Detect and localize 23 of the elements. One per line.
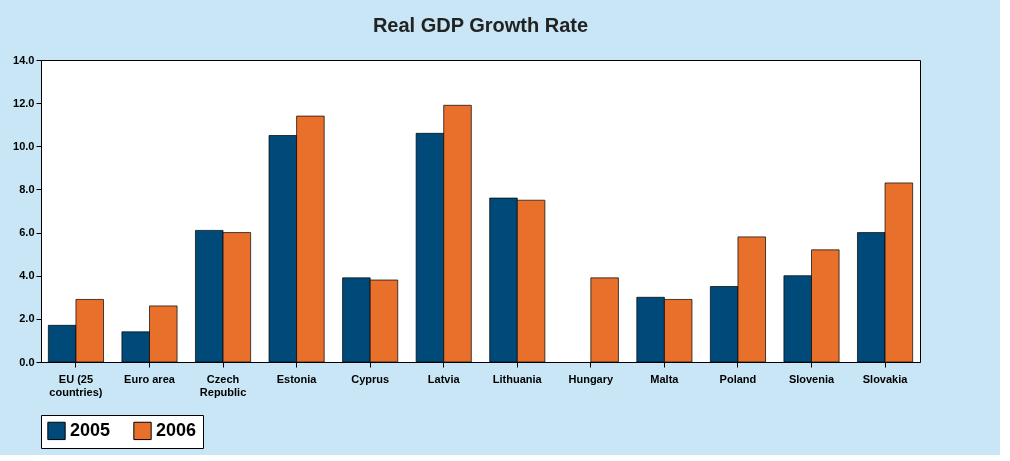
- x-tick-label: Euro area: [124, 372, 176, 385]
- x-tick-label: Slovakia: [862, 372, 909, 385]
- x-tick-label: Latvia: [427, 372, 461, 385]
- x-tick-label: EU (25 countries): [49, 372, 103, 398]
- x-tick-label: Malta: [650, 372, 680, 385]
- x-tick-label: Czech Republic: [199, 372, 247, 398]
- y-tick-label: 12.0: [13, 96, 35, 109]
- y-tick-label: 8.0: [19, 182, 35, 195]
- x-tick-label: Lithuania: [492, 372, 543, 385]
- legend-label: 2005: [70, 419, 111, 440]
- y-tick-label: 6.0: [19, 226, 35, 239]
- y-tick-label: 2.0: [19, 312, 35, 325]
- x-tick-label: Cyprus: [351, 372, 390, 385]
- y-tick-label: 0.0: [19, 355, 35, 368]
- x-tick-label: Slovenia: [788, 372, 835, 385]
- y-tick-label: 10.0: [13, 139, 35, 152]
- y-tick-label: 4.0: [19, 269, 35, 282]
- x-tick-label: Poland: [719, 372, 757, 385]
- legend-label: 2006: [156, 419, 197, 440]
- y-tick-label: 14.0: [13, 53, 35, 66]
- x-tick-label: Hungary: [568, 372, 615, 385]
- chart-title: Real GDP Growth Rate: [372, 14, 589, 36]
- x-tick-label: Estonia: [276, 372, 318, 385]
